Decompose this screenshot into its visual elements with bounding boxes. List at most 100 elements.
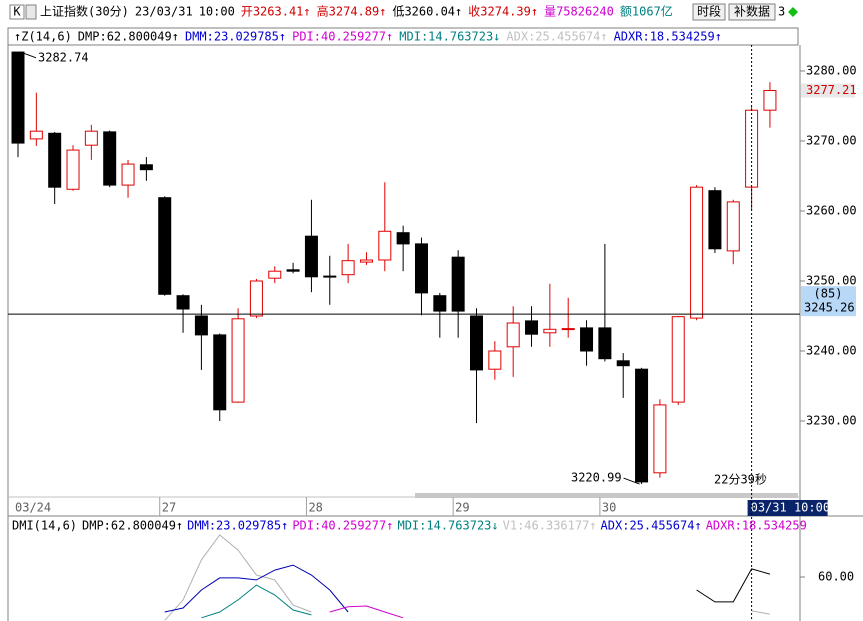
down-candle-body (103, 131, 117, 186)
page-number: 3 (778, 5, 785, 19)
indicator-item: PDI:40.259277↑ (292, 30, 393, 44)
up-candle-body (726, 201, 740, 252)
up-candle-body (543, 328, 557, 334)
legend-item: DMM:23.029785↑ (187, 519, 288, 533)
indicator-line (164, 564, 349, 613)
down-candle-body (286, 269, 300, 272)
down-candle-body (304, 235, 318, 278)
legend-item: DMP:62.800049↑ (82, 519, 183, 533)
x-tick-label: 30 (602, 501, 616, 515)
crosshair-price-box (801, 286, 856, 317)
up-candle-body (29, 130, 43, 140)
annotation: 22分39秒 (714, 473, 767, 487)
scroll-bar[interactable] (415, 493, 798, 498)
up-candle-body (121, 163, 135, 186)
indicator-item: ↑Z(14,6) (14, 30, 72, 44)
x-tick-label: 29 (455, 501, 469, 515)
panel-title: DMI(14,6) (12, 519, 77, 533)
quote-item: 开3263.41↑ (241, 5, 311, 19)
down-candle-body (11, 51, 25, 144)
x-tick-label: 03/24 (15, 501, 51, 515)
quote-item: 上证指数(30分) (40, 4, 129, 19)
quote-item: 10:00 (199, 5, 235, 19)
up-candle-body (488, 350, 502, 370)
menu-label: K (13, 5, 21, 19)
indicator-item: ADX:25.455674↑ (506, 30, 607, 44)
quote-item: 低3260.04↑ (392, 5, 462, 19)
y-tick-label: 3260.00 (806, 203, 857, 217)
up-candle-body (66, 149, 80, 190)
quote-item: 量75826240 (544, 5, 614, 19)
indicator-item: MDI:14.763723↓ (399, 30, 500, 44)
indicator-bar-frame (7, 27, 799, 46)
down-candle-body (323, 275, 337, 278)
up-candle-body (506, 322, 520, 348)
down-candle-body (635, 368, 649, 483)
down-candle-body (414, 243, 428, 294)
indicator-line (164, 534, 770, 621)
low-label: 3220.99 (571, 471, 622, 485)
x-tick-label: 03/31 10:00 (751, 501, 830, 515)
high-label: 3282.74 (38, 50, 89, 64)
crosshair-price: 3245.26 (804, 301, 855, 315)
y-tick-label: 60.00 (818, 570, 854, 584)
up-candle-body (359, 259, 373, 263)
y-tick-label: 3240.00 (806, 343, 857, 357)
time-highlight (747, 500, 828, 516)
up-candle-body (671, 316, 685, 403)
down-candle-body (451, 256, 465, 312)
down-candle-body (433, 295, 447, 312)
down-candle-body (213, 334, 227, 411)
down-candle-body (158, 197, 172, 295)
up-candle-body (249, 280, 263, 317)
y-tick-label: 3270.00 (806, 133, 857, 147)
quote-item: 高3274.89↑ (317, 4, 387, 19)
last-price: 3277.21 (806, 83, 857, 97)
up-candle-body (378, 230, 392, 261)
down-candle-body (48, 132, 62, 188)
down-candle-body (580, 327, 594, 352)
green-icon (788, 7, 798, 17)
up-candle-body (341, 260, 355, 276)
down-candle-body (194, 315, 208, 336)
indicator-line (329, 605, 404, 619)
x-tick-label: 27 (162, 501, 176, 515)
last-price-box (801, 83, 855, 98)
extreme-pointer (623, 477, 640, 485)
down-candle-body (525, 320, 539, 335)
toolbar-button[interactable] (692, 3, 726, 21)
toolbar-button[interactable] (728, 3, 776, 21)
indicator-line (201, 584, 312, 619)
y-tick-label: 3280.00 (806, 63, 857, 77)
up-candle-body (84, 130, 98, 146)
toolbar-button-label: 补数据 (734, 4, 770, 19)
crosshair-tag: (85) (814, 287, 843, 301)
quote-item: 23/03/31 (135, 5, 193, 19)
menu-box[interactable] (9, 4, 25, 20)
indicator-item: ADXR:18.534259↑ (614, 30, 722, 44)
y-tick-label: 3250.00 (806, 273, 857, 287)
up-candle-body (231, 318, 245, 403)
down-candle-body (708, 190, 722, 250)
dropdown-box[interactable] (25, 4, 37, 20)
up-candle-body (268, 270, 282, 279)
up-candle-body (690, 186, 704, 319)
down-candle-body (598, 327, 612, 360)
indicator-item: DMM:23.029785↑ (185, 30, 286, 44)
up-candle-body (763, 90, 777, 111)
toolbar-button-label: 时段 (697, 4, 721, 19)
legend-item: ADXR:18.534259 (706, 519, 807, 533)
down-candle-body (176, 295, 190, 310)
down-candle-body (616, 360, 630, 367)
down-candle-body (470, 315, 483, 371)
indicator-item: DMP:62.800049↑ (78, 30, 179, 44)
up-candle-body (653, 404, 667, 474)
extreme-pointer (19, 51, 37, 59)
down-candle-body (396, 232, 410, 245)
legend-item: ADX:25.455674↑ (601, 519, 702, 533)
legend-item: V1:46.336177↑ (503, 519, 597, 533)
up-candle-body (561, 328, 575, 331)
x-tick-label: 28 (308, 501, 322, 515)
